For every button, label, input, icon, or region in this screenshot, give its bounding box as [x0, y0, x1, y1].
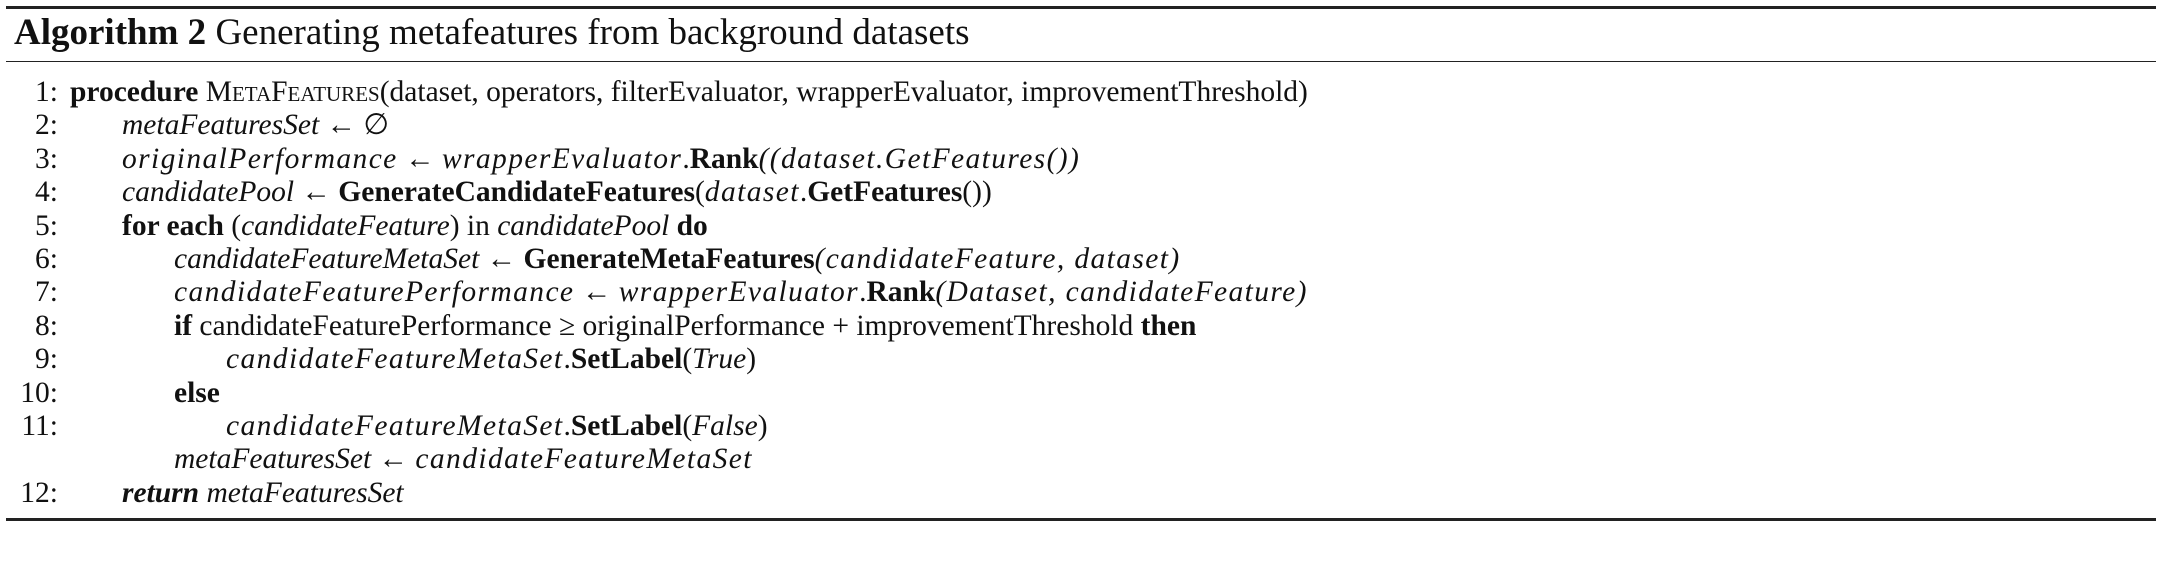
keyword: return — [122, 476, 200, 509]
arguments: ((dataset.GetFeatures()) — [758, 142, 1081, 175]
assign-arrow: ← — [371, 443, 416, 476]
object: candidateFeatureMetaSet — [226, 409, 564, 442]
line-number: 7: — [35, 276, 58, 309]
variable: metaFeaturesSet — [122, 109, 320, 142]
line-number: 3: — [35, 142, 58, 175]
label-value: False — [692, 409, 758, 442]
code-line-4: 4: candidatePool ← GenerateCandidateFeat… — [6, 176, 2156, 209]
object: dataset — [704, 176, 800, 209]
top-rule — [6, 6, 2156, 9]
keyword: else — [174, 376, 220, 409]
keyword: if — [174, 309, 193, 342]
function-name: GetFeatures — [807, 176, 963, 209]
variable: candidatePool — [497, 209, 670, 242]
assign-arrow: ← — [294, 176, 339, 209]
variable: candidateFeaturePerformance — [174, 276, 575, 309]
variable: metaFeaturesSet — [199, 476, 404, 509]
label-value: True — [692, 343, 747, 376]
object: wrapperEvaluator — [618, 276, 860, 309]
function-name: Rank — [689, 142, 759, 175]
line-number: 10: — [20, 376, 58, 409]
code-line-1: 1: procedure MetaFeatures(dataset, opera… — [6, 76, 2156, 109]
object: wrapperEvaluator — [441, 142, 683, 175]
arguments: (Dataset, candidateFeature) — [935, 276, 1308, 309]
code-line-8: 8: if candidateFeaturePerformance ≥ orig… — [6, 310, 2156, 343]
procedure-name: MetaFeatures — [205, 76, 380, 108]
assign-arrow: ← — [397, 142, 442, 175]
line-number: 9: — [35, 343, 58, 376]
code-line-12: 12: return metaFeaturesSet — [6, 477, 2156, 510]
line-number: 6: — [35, 242, 58, 275]
keyword: do — [669, 209, 708, 242]
condition: candidateFeaturePerformance ≥ originalPe… — [192, 309, 1141, 342]
code-line-7: 7: candidateFeaturePerformance ← wrapper… — [6, 276, 2156, 309]
assign-arrow: ← — [319, 109, 364, 142]
algorithm-title: Generating metafeatures from background … — [215, 12, 970, 53]
function-name: SetLabel — [570, 343, 683, 376]
function-name: Rank — [866, 276, 936, 309]
code-line-6: 6: candidateFeatureMetaSet ← GenerateMet… — [6, 243, 2156, 276]
variable: candidateFeature — [241, 209, 450, 242]
variable: candidateFeatureMetaSet — [174, 242, 480, 275]
line-number: 8: — [35, 309, 58, 342]
line-number: 5: — [35, 209, 58, 242]
algorithm-box: Algorithm 2 Generating metafeatures from… — [6, 6, 2156, 522]
line-number: 2: — [35, 109, 58, 142]
variable: originalPerformance — [122, 142, 398, 175]
code-line-unnumbered: metaFeaturesSet ← candidateFeatureMetaSe… — [6, 443, 2156, 476]
line-number: 1: — [35, 76, 58, 108]
line-number: 4: — [35, 176, 58, 209]
line-number: 11: — [21, 409, 58, 442]
code-line-5: 5: for each (candidateFeature) in candid… — [6, 210, 2156, 243]
code-line-2: 2: metaFeaturesSet ← ∅ — [6, 109, 2156, 142]
variable: candidatePool — [122, 176, 295, 209]
algorithm-body: 1: procedure MetaFeatures(dataset, opera… — [6, 62, 2156, 518]
line-number: 12: — [20, 476, 58, 509]
assign-arrow: ← — [479, 242, 524, 275]
arguments: (candidateFeature, dataset) — [814, 242, 1181, 275]
assign-arrow: ← — [574, 276, 619, 309]
keyword: for each — [122, 209, 224, 242]
code-line-11: 11: candidateFeatureMetaSet.SetLabel(Fal… — [6, 410, 2156, 443]
algorithm-caption: Algorithm 2 Generating metafeatures from… — [6, 9, 2156, 61]
code-line-10: 10: else — [6, 377, 2156, 410]
keyword: procedure — [70, 76, 199, 108]
variable: candidateFeatureMetaSet — [415, 443, 753, 476]
code-line-3: 3: originalPerformance ← wrapperEvaluato… — [6, 143, 2156, 176]
algorithm-label: Algorithm 2 — [14, 12, 207, 53]
function-name: GenerateCandidateFeatures — [338, 176, 695, 209]
keyword: then — [1140, 309, 1197, 342]
function-name: SetLabel — [570, 409, 683, 442]
empty-set: ∅ — [363, 109, 390, 142]
procedure-args: (dataset, operators, filterEvaluator, wr… — [379, 76, 1308, 108]
variable: metaFeaturesSet — [174, 443, 372, 476]
bottom-rule — [6, 518, 2156, 522]
code-line-9: 9: candidateFeatureMetaSet.SetLabel(True… — [6, 343, 2156, 376]
object: candidateFeatureMetaSet — [226, 343, 564, 376]
function-name: GenerateMetaFeatures — [523, 242, 815, 275]
mid-rule — [6, 61, 2156, 62]
